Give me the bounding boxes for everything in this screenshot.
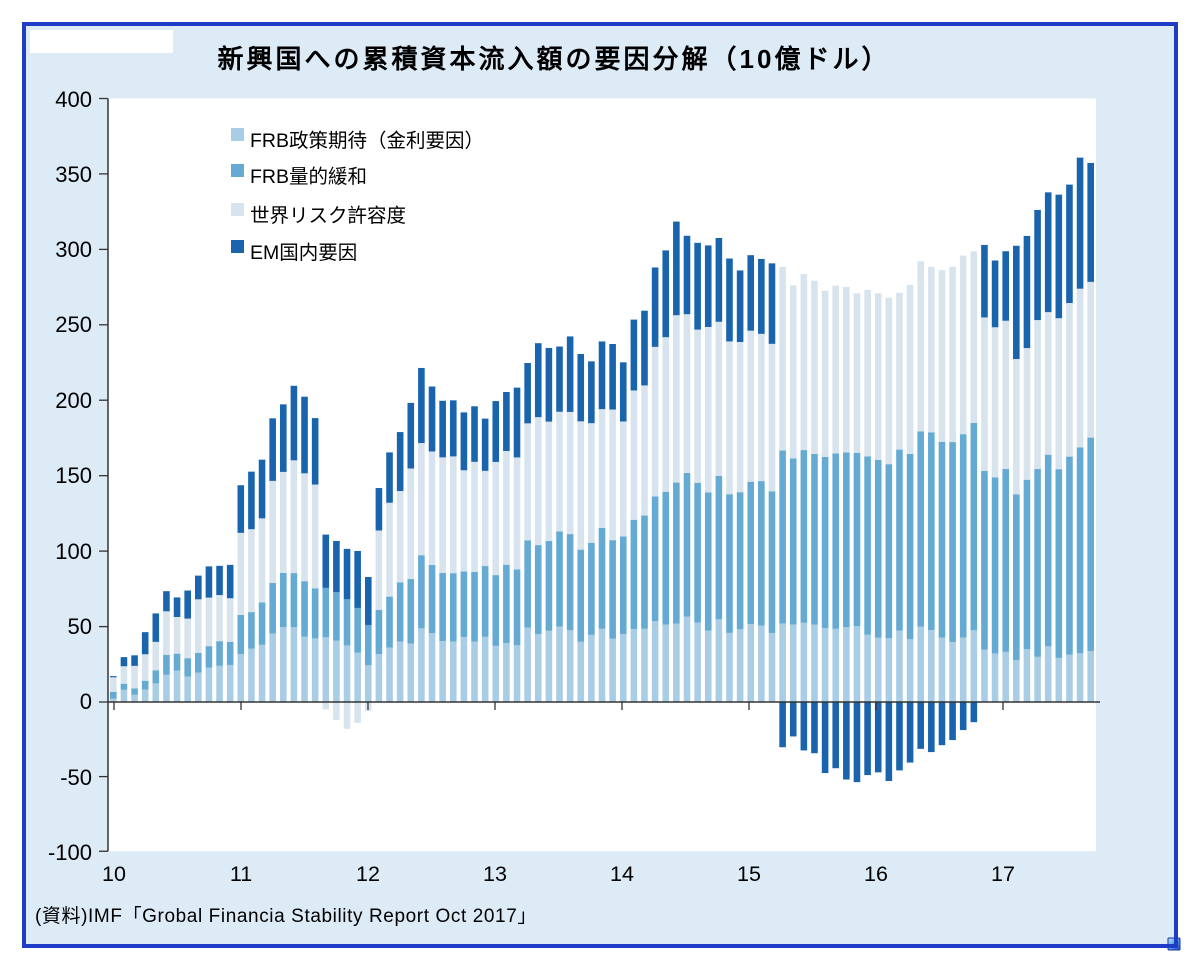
svg-text:250: 250 [55, 312, 92, 337]
svg-text:12: 12 [356, 862, 380, 886]
svg-text:新興国への累積資本流入額の要因分解（10億ドル）: 新興国への累積資本流入額の要因分解（10億ドル） [218, 44, 891, 74]
svg-text:17: 17 [991, 862, 1015, 886]
svg-text:(資料)IMF「Grobal Financia Stabil: (資料)IMF「Grobal Financia Stability Report… [35, 905, 537, 927]
svg-text:0: 0 [80, 689, 92, 714]
svg-text:400: 400 [55, 87, 92, 112]
svg-text:10: 10 [102, 862, 126, 886]
svg-text:13: 13 [483, 862, 507, 886]
svg-text:-100: -100 [48, 840, 92, 865]
svg-text:350: 350 [55, 162, 92, 187]
svg-text:15: 15 [737, 862, 761, 886]
svg-text:300: 300 [55, 237, 92, 262]
svg-text:50: 50 [68, 614, 92, 639]
svg-text:FRB量的緩和: FRB量的緩和 [250, 166, 367, 188]
svg-text:150: 150 [55, 463, 92, 488]
svg-text:16: 16 [864, 862, 888, 886]
svg-text:世界リスク許容度: 世界リスク許容度 [250, 205, 406, 227]
svg-text:14: 14 [610, 862, 634, 886]
svg-text:-50: -50 [60, 765, 92, 790]
svg-text:11: 11 [230, 862, 252, 886]
svg-text:200: 200 [55, 388, 92, 413]
svg-text:FRB政策期待（金利要因）: FRB政策期待（金利要因） [250, 130, 484, 152]
svg-text:100: 100 [55, 539, 92, 564]
svg-text:EM国内要因: EM国内要因 [250, 242, 357, 264]
